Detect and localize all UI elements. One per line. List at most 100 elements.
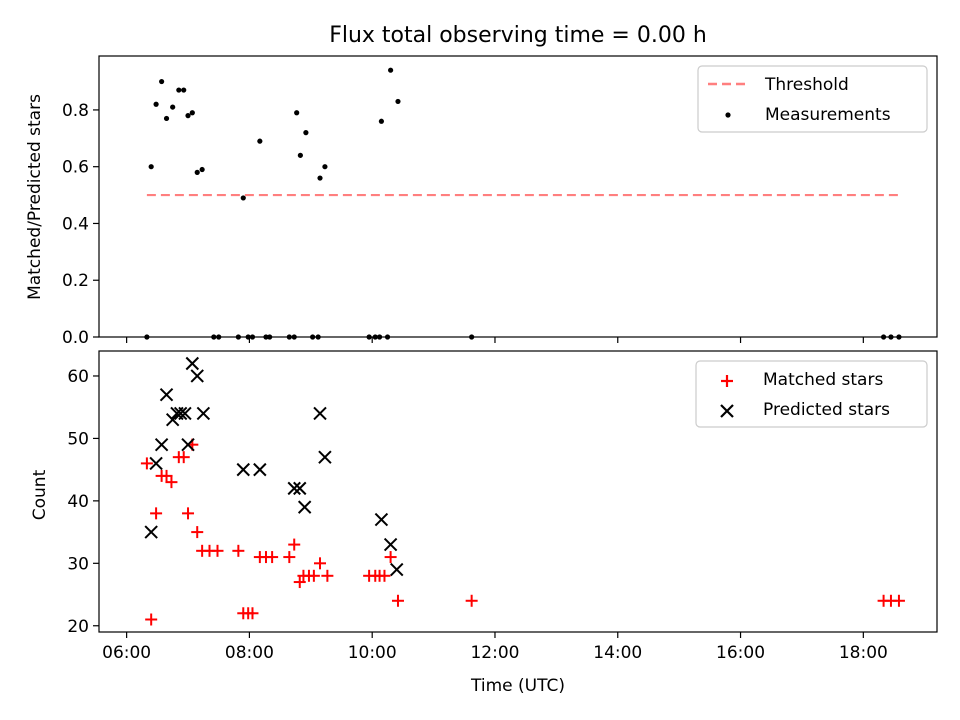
legend-predicted-label: Predicted stars: [763, 400, 890, 420]
matched-star-point: [140, 457, 153, 470]
bottom-y-tick-label: 50: [67, 429, 89, 449]
measurement-point: [378, 118, 385, 124]
predicted-star-point: [374, 512, 389, 527]
measurement-point: [181, 87, 187, 93]
legend-bottom-frame: [695, 360, 928, 428]
legend-measurements-label: Measurements: [765, 105, 891, 125]
predicted-star-point: [165, 412, 180, 427]
matched-star-point: [288, 538, 301, 551]
legend-bottom: Matched stars Predicted stars: [695, 360, 928, 428]
top-axes-frame: [98, 55, 938, 338]
predicted-star-point: [173, 406, 188, 421]
bottom-y-axis-label: Count: [30, 469, 50, 520]
matched-star-point: [177, 451, 190, 464]
matched-star-point: [892, 594, 905, 607]
x-axis-label: Time (UTC): [470, 676, 565, 696]
x-tick-label: 06:00: [102, 643, 151, 663]
predicted-star-point: [190, 369, 204, 383]
predicted-star-point: [383, 537, 398, 552]
predicted-star-point: [185, 356, 200, 371]
matched-star-point: [150, 507, 163, 520]
measurement-point: [322, 164, 328, 170]
bottom-y-tick-label: 20: [67, 617, 89, 637]
measurement-point: [153, 101, 159, 107]
measurement-point: [388, 67, 394, 73]
predicted-star-point: [293, 481, 307, 496]
measurement-point: [257, 138, 263, 144]
predicted-star-point: [196, 406, 211, 421]
matched-star-point: [145, 613, 158, 626]
matched-star-point: [378, 569, 391, 582]
measurement-point: [189, 110, 195, 116]
measurement-point: [194, 169, 200, 175]
matched-star-point: [391, 594, 404, 607]
bottom-y-tick-label: 60: [67, 367, 89, 387]
predicted-star-point: [178, 406, 192, 421]
measurement-point: [297, 152, 303, 158]
measurement-point: [176, 87, 182, 93]
matched-star-point: [182, 507, 195, 520]
top-y-tick-label: 0.0: [62, 328, 89, 348]
matched-star-point: [191, 526, 204, 539]
x-tick-label: 16:00: [716, 643, 765, 663]
figure-title: Flux total observing time = 0.00 h: [329, 23, 707, 48]
x-tick-label: 10:00: [348, 643, 397, 663]
matched-star-point: [160, 469, 173, 482]
legend-measurements-swatch: [725, 112, 731, 118]
top-y-axis-label: Matched/Predicted stars: [25, 94, 45, 300]
x-tick-label: 14:00: [593, 643, 642, 663]
predicted-star-point: [154, 437, 169, 452]
predicted-star-point: [181, 437, 195, 452]
measurement-point: [159, 78, 165, 85]
predicted-star-point: [313, 406, 327, 421]
measurement-point: [317, 175, 323, 181]
matched-star-point: [246, 607, 259, 620]
top-y-tick-label: 0.4: [62, 214, 89, 234]
measurement-point: [148, 164, 154, 170]
matched-star-point: [165, 476, 178, 489]
legend-threshold-label: Threshold: [764, 75, 849, 95]
matched-star-point: [384, 551, 397, 564]
bottom-y-tick-label: 30: [67, 554, 89, 574]
legend-matched-label: Matched stars: [763, 370, 883, 390]
legend-top-frame: [697, 65, 928, 133]
measurement-point: [170, 104, 176, 110]
predicted-star-point: [144, 525, 158, 539]
matched-star-point: [211, 544, 224, 557]
predicted-star-point: [318, 450, 332, 464]
predicted-star-point: [149, 456, 163, 471]
matched-star-point: [307, 569, 320, 582]
matched-star-point: [232, 544, 245, 557]
top-y-tick-label: 0.2: [62, 271, 89, 291]
matched-star-point: [293, 576, 306, 589]
legend-matched-swatch: [721, 375, 733, 387]
predicted-star-point: [253, 462, 267, 477]
measurement-point: [395, 98, 401, 105]
matched-star-point: [314, 557, 327, 570]
predicted-star-point: [236, 462, 250, 477]
measurement-point: [240, 195, 246, 201]
matched-star-point: [266, 551, 279, 564]
matched-star-point: [321, 569, 334, 582]
count-panel: 20 30 40 50 60 06:00 08:00 10:00 12:00 14:00 16:00…: [67, 350, 938, 663]
predicted-star-point: [159, 388, 174, 402]
measurement-point: [303, 130, 309, 136]
x-tick-label: 08:00: [225, 643, 274, 663]
measurement-point: [199, 166, 205, 173]
predicted-star-point: [390, 562, 404, 577]
legend-top: Threshold Measurements: [697, 65, 928, 133]
x-tick-label: 12:00: [470, 643, 519, 663]
bottom-axes-frame: [98, 350, 938, 633]
predicted-star-point: [297, 500, 312, 514]
measurement-point: [294, 110, 300, 116]
measurement-point: [163, 115, 170, 122]
ratio-panel: 0.0 0.2 0.4 0.6 0.8: [62, 55, 938, 348]
legend-predicted-swatch: [720, 404, 734, 418]
predicted-star-point: [287, 481, 301, 496]
measurement-point: [185, 113, 191, 119]
x-tick-label: 18:00: [839, 643, 888, 663]
matched-star-point: [283, 551, 296, 564]
bottom-y-tick-label: 40: [67, 492, 89, 512]
top-y-tick-label: 0.8: [62, 101, 89, 121]
